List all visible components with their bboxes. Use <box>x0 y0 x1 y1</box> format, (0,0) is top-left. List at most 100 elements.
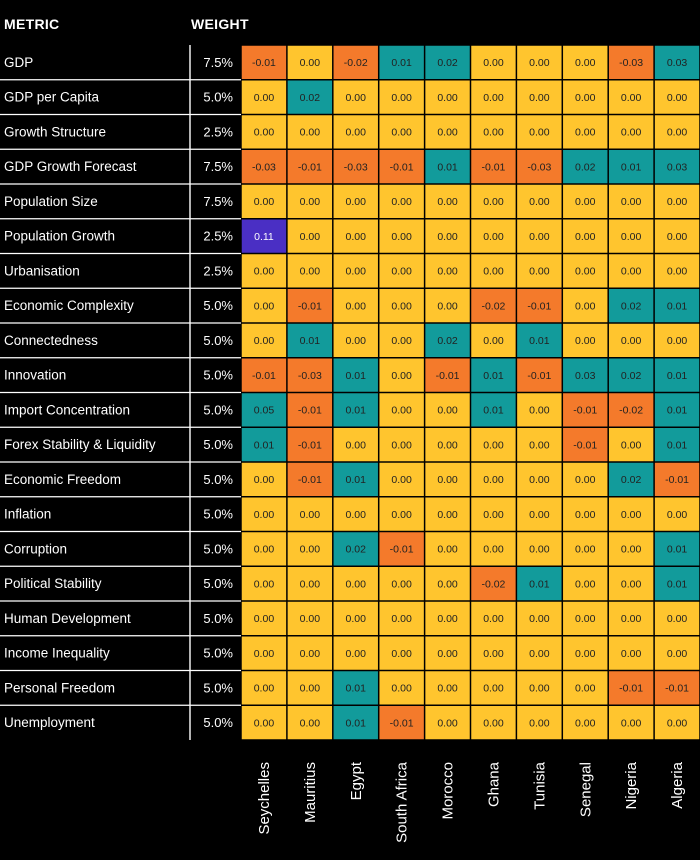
heatmap-cell <box>517 497 562 531</box>
heatmap-cell <box>654 393 700 427</box>
heatmap-cell <box>333 254 378 288</box>
cell-value-label: 0.00 <box>483 335 504 347</box>
country-label: Senegal <box>577 762 594 817</box>
cell-value-label: 0.00 <box>437 474 458 486</box>
cell-value-label: 0.00 <box>346 509 367 521</box>
heatmap-cell <box>333 184 378 218</box>
cell-value-label: -0.02 <box>481 300 505 312</box>
heatmap-cell <box>563 45 608 79</box>
cell-value-label: 0.00 <box>300 127 321 139</box>
cell-value-label: 0.00 <box>529 509 550 521</box>
cell-value-label: 0.00 <box>621 127 642 139</box>
weight-label: 5.0% <box>203 646 233 661</box>
heatmap-cell <box>379 706 424 740</box>
heatmap-cell <box>654 323 700 357</box>
heatmap-cell <box>471 150 516 184</box>
cell-value-label: 0.00 <box>529 474 550 486</box>
heatmap-cell <box>425 567 470 601</box>
cell-value-label: 0.02 <box>621 370 642 382</box>
cell-value-label: 0.00 <box>529 544 550 556</box>
heatmap-cell <box>563 532 608 566</box>
heatmap-cell <box>471 45 516 79</box>
cell-value-label: 0.00 <box>346 613 367 625</box>
cell-value-label: 0.00 <box>529 648 550 660</box>
weight-label: 5.0% <box>203 715 233 730</box>
cell-value-label: -0.01 <box>298 300 322 312</box>
metric-label: Income Inequality <box>4 646 110 661</box>
cell-value-label: 0.01 <box>667 578 688 590</box>
heatmap-cell <box>425 462 470 496</box>
cell-value-label: 0.00 <box>575 266 596 278</box>
heatmap-cell <box>425 532 470 566</box>
heatmap-cell <box>654 567 700 601</box>
cell-value-label: 0.03 <box>667 161 688 173</box>
cell-value-label: -0.02 <box>481 578 505 590</box>
heatmap-cell <box>333 532 378 566</box>
heatmap-cell <box>333 567 378 601</box>
cell-value-label: 0.00 <box>621 578 642 590</box>
cell-value-label: 0.00 <box>483 57 504 69</box>
cell-value-label: 0.00 <box>667 613 688 625</box>
heatmap-cell <box>379 462 424 496</box>
metric-column-header: METRIC <box>4 16 60 32</box>
cell-value-label: 0.02 <box>300 92 321 104</box>
cell-value-label: 0.00 <box>575 300 596 312</box>
heatmap-cell <box>563 219 608 253</box>
cell-value-label: 0.00 <box>346 266 367 278</box>
cell-value-label: 0.00 <box>300 231 321 243</box>
heatmap-cell <box>563 636 608 670</box>
heatmap-cell <box>471 254 516 288</box>
cell-value-label: 0.02 <box>437 335 458 347</box>
heatmap-cell <box>379 497 424 531</box>
metric-label: Urbanisation <box>4 263 80 278</box>
country-label: South Africa <box>394 761 411 843</box>
heatmap-cell <box>241 323 287 357</box>
heatmap-cell <box>517 115 562 149</box>
heatmap-cell <box>333 636 378 670</box>
heatmap-cell <box>563 706 608 740</box>
cell-value-label: -0.01 <box>527 370 551 382</box>
cell-value-label: 0.00 <box>346 335 367 347</box>
heatmap-cell <box>379 254 424 288</box>
heatmap-cell <box>379 289 424 323</box>
heatmap-cell <box>287 706 333 740</box>
cell-value-label: -0.01 <box>298 161 322 173</box>
heatmap-cell <box>563 115 608 149</box>
heatmap-cell <box>379 428 424 462</box>
heatmap-cell <box>517 254 562 288</box>
heatmap-cell <box>287 636 333 670</box>
cell-value-label: -0.01 <box>390 717 414 729</box>
heatmap-cell <box>563 323 608 357</box>
cell-value-label: 0.00 <box>437 231 458 243</box>
heatmap-cell <box>471 636 516 670</box>
heatmap-cell <box>654 636 700 670</box>
cell-value-label: -0.03 <box>527 161 551 173</box>
metric-label: Human Development <box>4 611 131 626</box>
cell-value-label: 0.00 <box>346 300 367 312</box>
cell-value-label: 0.00 <box>391 335 412 347</box>
heatmap-cell <box>379 150 424 184</box>
heatmap-cell <box>608 219 654 253</box>
heatmap-cell <box>425 150 470 184</box>
cell-value-label: 0.00 <box>254 474 275 486</box>
heatmap-cell <box>654 706 700 740</box>
heatmap-cell <box>425 219 470 253</box>
cell-value-label: 0.00 <box>254 127 275 139</box>
cell-value-label: 0.01 <box>529 335 550 347</box>
heatmap-cell <box>608 150 654 184</box>
cell-value-label: -0.01 <box>252 370 276 382</box>
cell-value-label: 0.00 <box>437 509 458 521</box>
cell-value-label: 0.01 <box>346 474 367 486</box>
heatmap-cell <box>379 323 424 357</box>
weight-label: 5.0% <box>203 680 233 695</box>
heatmap-cell <box>608 323 654 357</box>
metric-label: Unemployment <box>4 715 95 730</box>
heatmap-cell <box>654 115 700 149</box>
heatmap-cell <box>517 150 562 184</box>
cell-value-label: 0.00 <box>529 266 550 278</box>
cell-value-label: 0.01 <box>346 405 367 417</box>
heatmap-cell <box>425 393 470 427</box>
cell-value-label: 0.00 <box>300 266 321 278</box>
heatmap-cell <box>471 706 516 740</box>
cell-value-label: 0.00 <box>346 578 367 590</box>
